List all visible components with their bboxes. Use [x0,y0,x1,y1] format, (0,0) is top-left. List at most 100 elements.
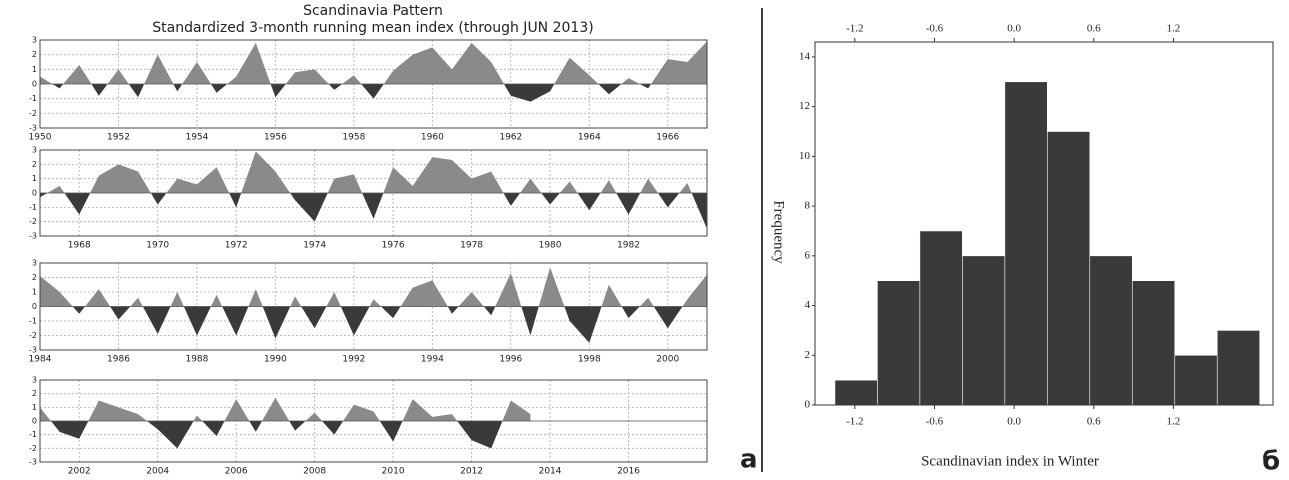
x-tick-label: 1960 [421,133,444,143]
y-tick-label: 1 [32,174,37,183]
bar [834,379,878,406]
x-tick-label: 1980 [539,241,562,251]
index-area [40,397,531,449]
chart-title: Scandinavia Pattern [303,3,443,19]
plot-frame [39,262,708,351]
plot-frame [39,149,708,237]
x-tick-label: 2008 [303,467,326,477]
y-tick-label: 0 [32,80,37,89]
y-tick-label: 14 [799,50,811,62]
y-tick-label: -3 [29,124,37,133]
x-tick-label: 1962 [499,133,522,143]
y-tick-label: 1 [32,288,37,297]
x-tick-label: 1952 [107,133,130,143]
x-tick-label: 1982 [617,241,640,251]
x-tick-label-top: 0.6 [1087,23,1101,35]
y-axis-label: Frequency [771,200,787,264]
bar [1174,354,1218,406]
x-tick-label: 2004 [146,467,169,477]
y-tick-label: -3 [29,458,37,467]
x-tick-label: 1970 [146,241,169,251]
y-tick-label: 4 [805,299,811,311]
x-tick-label: 1994 [421,355,444,365]
y-tick-label: -3 [29,346,37,355]
plot-frame [39,39,708,129]
chart-subtitle: Standardized 3-month running mean index … [152,20,593,36]
y-tick-label: 3 [32,36,37,45]
x-tick-label: 1950 [29,133,52,143]
x-tick-label: 1956 [264,133,287,143]
x-tick-label-top: -1.2 [846,23,863,35]
x-tick-label: 2006 [225,467,248,477]
bar [1089,255,1133,406]
x-tick-label: 1964 [578,133,601,143]
plot-frame [39,379,708,463]
y-tick-label: -1 [29,430,37,439]
x-tick-label: 2000 [656,355,679,365]
y-tick-label: 8 [805,200,811,212]
x-tick-label: 2012 [460,467,483,477]
y-tick-label: -1 [29,203,37,212]
x-tick-label: 1978 [460,241,483,251]
index-area [40,151,707,229]
bar [962,255,1006,406]
x-tick-label: 2016 [617,467,640,477]
x-axis-label: Scandinavian index in Winter [921,453,1099,469]
y-tick-label: 10 [799,150,811,162]
y-tick-label: 3 [32,259,37,268]
y-tick-label: 12 [799,100,810,112]
x-tick-label: 1958 [342,133,365,143]
y-tick-label: -3 [29,232,37,241]
plot-frame [814,41,1274,406]
x-tick-label: 1968 [68,241,91,251]
x-tick-label: 1990 [264,355,287,365]
panel-label: б [1262,447,1280,477]
x-tick-label: 2010 [382,467,405,477]
y-tick-label: 1 [32,403,37,412]
bar [1131,280,1176,406]
y-tick-label: 0 [32,417,37,426]
x-tick-label: 1986 [107,355,130,365]
y-tick-label: 1 [32,65,37,74]
x-tick-label: 1992 [342,355,365,365]
y-tick-label: -1 [29,94,37,103]
bar [1004,81,1048,406]
index-area [40,267,707,343]
x-tick-label: 1976 [382,241,405,251]
y-tick-label: 0 [32,189,37,198]
x-tick-label-top: 0.0 [1007,23,1021,35]
x-tick-label: 2002 [68,467,91,477]
x-tick-label: 2014 [539,467,562,477]
bar [877,280,921,406]
y-tick-label: 6 [805,249,811,261]
y-tick-label: 2 [32,273,37,282]
x-tick-label: 0.0 [1007,416,1021,428]
y-tick-label: 0 [32,302,37,311]
x-tick-label: 1966 [656,133,679,143]
bar [1216,330,1261,406]
y-tick-label: -2 [29,217,37,226]
x-tick-label: 1972 [225,241,248,251]
y-tick-label: 3 [32,146,37,155]
x-tick-label: -1.2 [846,416,863,428]
bar [919,230,963,406]
x-tick-label: 0.6 [1087,416,1101,428]
y-tick-label: 0 [805,399,811,411]
x-tick-label: 1974 [303,241,326,251]
x-tick-label: 1.2 [1167,416,1181,428]
x-tick-label: 1954 [185,133,208,143]
x-tick-label: 1998 [578,355,601,365]
y-tick-label: -1 [29,317,37,326]
y-tick-label: 2 [32,160,37,169]
y-tick-label: -2 [29,331,37,340]
x-tick-label: 1984 [29,355,52,365]
y-tick-label: 2 [32,50,37,59]
x-tick-label: 1996 [499,355,522,365]
y-tick-label: 2 [805,349,811,361]
index-area [40,41,707,102]
x-tick-label-top: 1.2 [1167,23,1181,35]
y-tick-label: -2 [29,444,37,453]
bar [1047,131,1091,406]
panel-label: а [740,445,758,475]
x-tick-label-top: -0.6 [926,23,944,35]
